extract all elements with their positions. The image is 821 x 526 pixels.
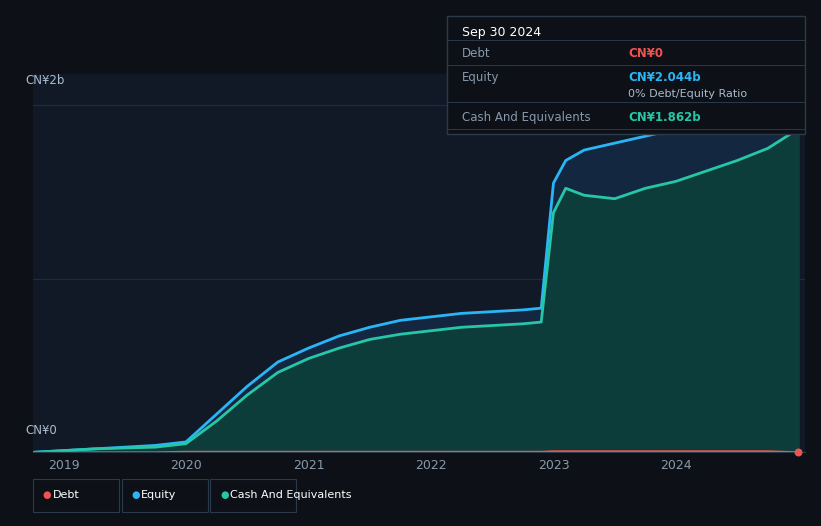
Point <box>792 125 805 133</box>
Text: Debt: Debt <box>462 47 491 60</box>
Point <box>792 93 805 102</box>
Text: ●: ● <box>131 490 140 501</box>
Text: ●: ● <box>43 490 51 501</box>
Text: Debt: Debt <box>53 490 80 501</box>
Text: CN¥2b: CN¥2b <box>25 74 65 87</box>
Text: CN¥0: CN¥0 <box>25 424 57 437</box>
Point <box>792 448 805 457</box>
Text: 0% Debt/Equity Ratio: 0% Debt/Equity Ratio <box>628 88 747 99</box>
Text: Equity: Equity <box>141 490 177 501</box>
Text: Sep 30 2024: Sep 30 2024 <box>462 26 541 39</box>
Text: CN¥2.044b: CN¥2.044b <box>628 72 700 84</box>
Text: CN¥0: CN¥0 <box>628 47 663 60</box>
Text: ●: ● <box>220 490 228 501</box>
Text: CN¥1.862b: CN¥1.862b <box>628 111 700 124</box>
Text: Cash And Equivalents: Cash And Equivalents <box>462 111 591 124</box>
Text: Equity: Equity <box>462 72 500 84</box>
Text: Cash And Equivalents: Cash And Equivalents <box>230 490 351 501</box>
